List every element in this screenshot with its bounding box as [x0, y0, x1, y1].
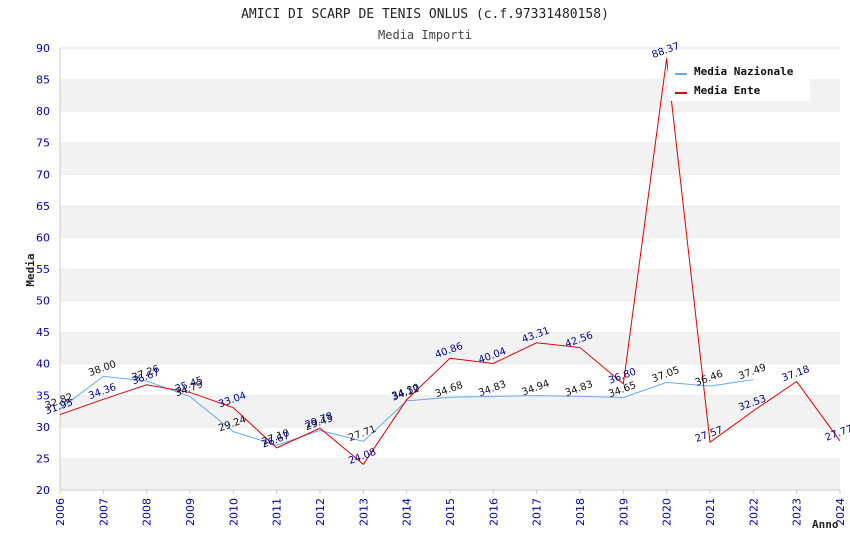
- legend-box: [668, 59, 810, 101]
- x-tick-label: 2023: [791, 498, 804, 526]
- grid-band: [60, 174, 840, 206]
- series-line-media-ente: [59, 58, 841, 465]
- x-tick-label: 2024: [834, 498, 847, 526]
- grid-band: [60, 458, 840, 490]
- x-tick-label: 2021: [704, 498, 717, 526]
- x-tick-label: 2008: [141, 498, 154, 526]
- x-tick-label: 2015: [444, 498, 457, 526]
- y-tick-label: 85: [36, 74, 50, 87]
- x-tick-label: 2009: [184, 498, 197, 526]
- y-tick-label: 80: [36, 105, 50, 118]
- legend: Media Nazionale Media Ente: [668, 59, 810, 101]
- chart-title: AMICI DI SCARP DE TENIS ONLUS (c.f.97331…: [241, 7, 609, 22]
- y-axis-label: Media: [24, 253, 37, 286]
- y-tick-label: 70: [36, 168, 50, 181]
- legend-entry: Media Nazionale: [694, 65, 794, 78]
- x-tick-label: 2022: [747, 498, 760, 526]
- chart-subtitle: Media Importi: [378, 28, 472, 42]
- x-tick-label: 2006: [54, 498, 67, 526]
- grid-band: [60, 237, 840, 269]
- grid-band: [60, 395, 840, 427]
- y-tick-label: 90: [36, 42, 50, 55]
- x-tick-label: 2017: [531, 498, 544, 526]
- y-tick-label: 75: [36, 137, 50, 150]
- x-tick-label: 2016: [487, 498, 500, 526]
- x-tick-label: 2007: [97, 498, 110, 526]
- legend-entry: Media Ente: [694, 84, 761, 97]
- y-tick-label: 35: [36, 389, 50, 402]
- x-tick-label: 2011: [271, 498, 284, 526]
- grid-band: [60, 300, 840, 333]
- grid-band: [60, 363, 840, 396]
- series-line-media-nazionale: [59, 375, 754, 446]
- series-lines: [59, 58, 841, 465]
- y-tick-label: 40: [36, 358, 50, 371]
- grid-bands: [60, 47, 840, 490]
- grid-band: [60, 205, 840, 238]
- x-tick-label: 2013: [357, 498, 370, 526]
- grid-band: [60, 269, 840, 301]
- grid-band: [60, 142, 840, 175]
- y-axis-ticks: 20 25 30 35 40 45 50 55 60 65 70 75 80 85 90: [36, 42, 50, 497]
- y-tick-label: 60: [36, 231, 50, 244]
- y-tick-label: 30: [36, 421, 50, 434]
- grid-band: [60, 111, 840, 143]
- x-tick-label: 2012: [314, 498, 327, 526]
- y-tick-label: 25: [36, 452, 50, 465]
- x-axis-label: Anno: [812, 518, 839, 531]
- y-tick-label: 45: [36, 326, 50, 339]
- x-axis-ticks: 2006 2007 2008 2009 2010 2011 2012 2013 2014 2015…: [54, 490, 847, 526]
- x-tick-label: 2019: [617, 498, 630, 526]
- x-tick-label: 2010: [227, 498, 240, 526]
- x-tick-label: 2020: [661, 498, 674, 526]
- x-tick-label: 2018: [574, 498, 587, 526]
- y-tick-label: 55: [36, 263, 50, 276]
- y-tick-label: 50: [36, 295, 50, 308]
- y-tick-label: 20: [36, 484, 50, 497]
- y-tick-label: 65: [36, 200, 50, 213]
- x-tick-label: 2014: [401, 498, 414, 526]
